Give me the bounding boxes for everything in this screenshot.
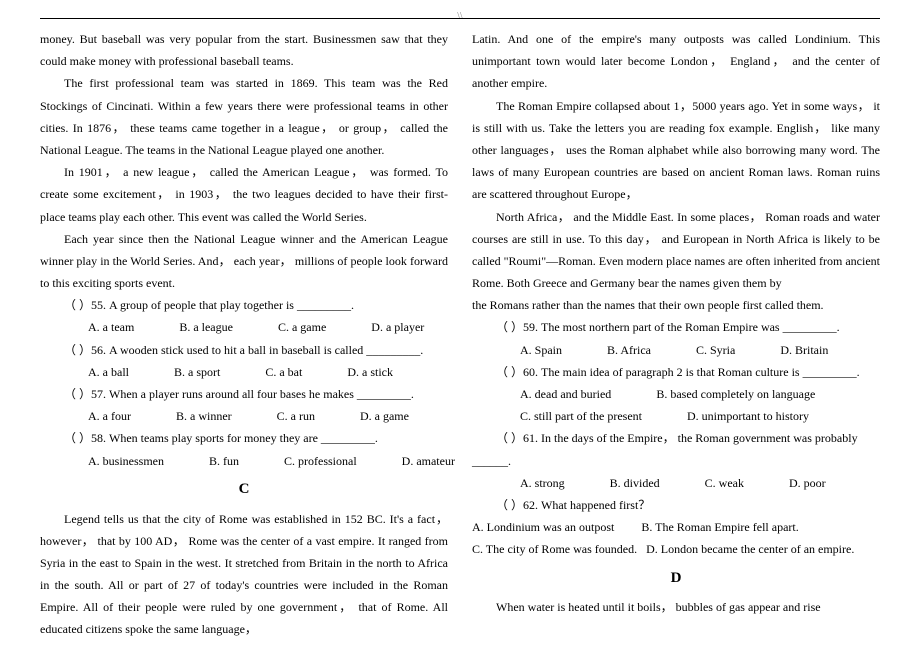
section-heading-d: D <box>472 565 880 593</box>
right-column: Latin. And one of the empire's many outp… <box>472 28 880 641</box>
left-column: money. But baseball was very popular fro… <box>40 28 448 641</box>
options-55: A. a team B. a league C. a game D. a pla… <box>40 316 448 338</box>
options-60b: C. still part of the present D. unimport… <box>472 405 880 427</box>
opt: B. a league <box>155 316 233 338</box>
opt: D. a player <box>347 316 424 338</box>
body-text: The Roman Empire collapsed about 1，5000 … <box>472 95 880 206</box>
opt: A. a four <box>64 405 131 427</box>
options-56: A. a ball B. a sport C. a bat D. a stick <box>40 361 448 383</box>
question-56: （ ）56. A wooden stick used to hit a ball… <box>40 339 448 361</box>
opt: C. weak <box>681 472 744 494</box>
question-57: （ ）57. When a player runs around all fou… <box>40 383 448 405</box>
body-text: Legend tells us that the city of Rome wa… <box>40 508 448 641</box>
options-59: A. Spain B. Africa C. Syria D. Britain <box>472 339 880 361</box>
opt: B. based completely on language <box>632 383 815 405</box>
body-text: In 1901， a new league， called the Americ… <box>40 161 448 228</box>
question-61: （ ）61. In the days of the Empire， the Ro… <box>472 427 880 449</box>
opt: A. a ball <box>64 361 129 383</box>
content-columns: money. But baseball was very popular fro… <box>40 28 880 641</box>
body-text: Latin. And one of the empire's many outp… <box>472 28 880 95</box>
question-58: （ ）58. When teams play sports for money … <box>40 427 448 449</box>
opt: B. fun <box>185 450 239 472</box>
opt: A. businessmen <box>64 450 164 472</box>
opt: D. poor <box>765 472 826 494</box>
question-61-cont: ______. <box>472 450 880 472</box>
opt: B. a winner <box>152 405 232 427</box>
body-text: money. But baseball was very popular fro… <box>40 28 448 72</box>
question-62: （ ）62. What happened first？ <box>472 494 880 516</box>
opt: B. Africa <box>583 339 651 361</box>
opt: D. unimportant to history <box>663 405 809 427</box>
opt: B. divided <box>586 472 660 494</box>
options-57: A. a four B. a winner C. a run D. a game <box>40 405 448 427</box>
opt: D. a game <box>336 405 409 427</box>
opt: A. dead and buried <box>496 383 611 405</box>
body-text: The first professional team was started … <box>40 72 448 161</box>
section-heading-c: C <box>40 476 448 504</box>
body-text: the Romans rather than the names that th… <box>472 294 880 316</box>
opt: D. London became the center of an empire… <box>646 542 854 556</box>
opt: A. Spain <box>496 339 562 361</box>
opt: A. a team <box>64 316 134 338</box>
options-62b: C. The city of Rome was founded. D. Lond… <box>472 538 880 560</box>
question-55: （ ）55. A group of people that play toget… <box>40 294 448 316</box>
opt: D. Britain <box>756 339 828 361</box>
body-text: North Africa， and the Middle East. In so… <box>472 206 880 295</box>
opt: D. a stick <box>323 361 393 383</box>
opt: C. a game <box>254 316 326 338</box>
opt: C. Syria <box>672 339 735 361</box>
opt: C. professional <box>260 450 357 472</box>
options-58: A. businessmen B. fun C. professional D.… <box>40 450 448 472</box>
opt: C. The city of Rome was founded. <box>472 542 637 556</box>
opt: C. a run <box>253 405 315 427</box>
top-rule <box>40 18 880 19</box>
opt: A. strong <box>496 472 565 494</box>
opt: A. Londinium was an outpost <box>472 520 614 534</box>
body-text: When water is heated until it boils， bub… <box>472 596 880 618</box>
opt: B. The Roman Empire fell apart. <box>641 520 798 534</box>
opt: C. still part of the present <box>496 405 642 427</box>
opt: D. amateur <box>378 450 455 472</box>
question-59: （ ）59. The most northern part of the Rom… <box>472 316 880 338</box>
question-60: （ ）60. The main idea of paragraph 2 is t… <box>472 361 880 383</box>
options-60: A. dead and buried B. based completely o… <box>472 383 880 405</box>
body-text: Each year since then the National League… <box>40 228 448 295</box>
options-62: A. Londinium was an outpost B. The Roman… <box>472 516 880 538</box>
opt: B. a sport <box>150 361 220 383</box>
options-61: A. strong B. divided C. weak D. poor <box>472 472 880 494</box>
opt: C. a bat <box>241 361 302 383</box>
